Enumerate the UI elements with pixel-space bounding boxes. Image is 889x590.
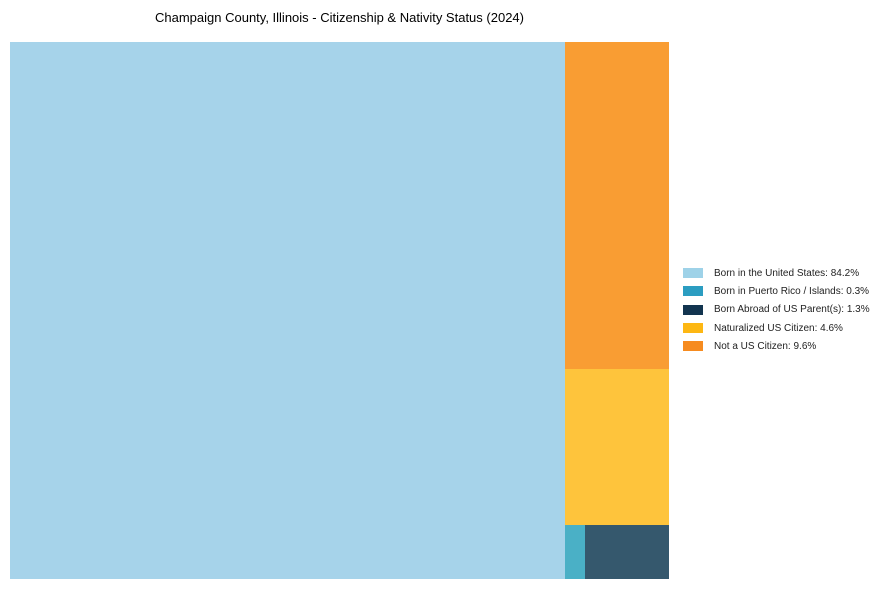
legend-item[interactable]: Born Abroad of US Parent(s): 1.3% bbox=[683, 301, 870, 319]
legend-item[interactable]: Not a US Citizen: 9.6% bbox=[683, 337, 870, 355]
legend-label: Not a US Citizen: 9.6% bbox=[714, 340, 817, 352]
treemap-tile-not-a-us-citizen[interactable] bbox=[565, 42, 669, 369]
treemap-tile-born-in-united-states[interactable] bbox=[10, 42, 565, 579]
legend-swatch bbox=[683, 341, 703, 352]
legend-swatch bbox=[683, 286, 703, 297]
treemap-plot bbox=[10, 42, 669, 579]
legend-swatch bbox=[683, 323, 703, 334]
chart-legend: Born in the United States: 84.2% Born in … bbox=[683, 264, 870, 355]
treemap-tile-born-puerto-rico-islands[interactable] bbox=[565, 525, 585, 579]
legend-swatch bbox=[683, 304, 703, 315]
treemap-tile-naturalized-us-citizen[interactable] bbox=[565, 369, 669, 525]
legend-label: Born in the United States: 84.2% bbox=[714, 267, 860, 279]
chart-title: Champaign County, Illinois - Citizenship… bbox=[155, 10, 524, 25]
legend-label: Born Abroad of US Parent(s): 1.3% bbox=[714, 304, 870, 316]
legend-label: Born in Puerto Rico / Islands: 0.3% bbox=[714, 285, 870, 297]
treemap-tile-born-abroad-us-parents[interactable] bbox=[585, 525, 669, 579]
legend-item[interactable]: Born in the United States: 84.2% bbox=[683, 264, 870, 282]
legend-swatch bbox=[683, 268, 703, 279]
legend-item[interactable]: Naturalized US Citizen: 4.6% bbox=[683, 319, 870, 337]
legend-label: Naturalized US Citizen: 4.6% bbox=[714, 322, 843, 334]
legend-item[interactable]: Born in Puerto Rico / Islands: 0.3% bbox=[683, 282, 870, 300]
